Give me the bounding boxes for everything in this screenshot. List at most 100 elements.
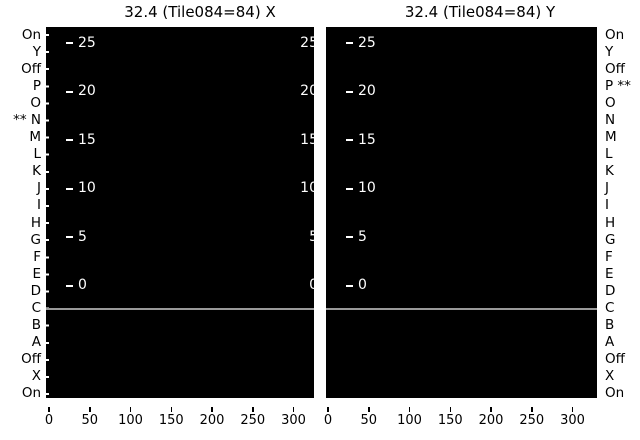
row-label: G [605,231,616,248]
row-label: ** N [13,111,41,128]
x-tick: 300 [277,407,311,433]
row-label: E [32,265,41,282]
row-label: On [605,385,625,402]
row-label: On [21,385,41,402]
x-tick-label: 100 [397,413,422,428]
x-tick-mark [490,407,492,412]
x-tick-label: 150 [158,413,184,428]
y-tick: 5 [346,229,376,246]
x-tick: 0 [311,407,345,433]
row-label: X [31,368,41,385]
y-tick-label: 5 [78,228,87,245]
y-tick: 25 [66,35,96,52]
x-tick-mark [327,407,329,412]
panel-title-y: 32.4 (Tile084=84) Y [404,3,556,21]
plot-panel-x: 25 20 15 10 5 [46,27,314,398]
row-label: G [30,231,41,248]
x-tick-mark [292,407,295,412]
row-label: Off [605,60,625,77]
x-tick-mark [449,407,451,412]
row-label: O [30,94,41,111]
y-tick: 5 [66,229,96,246]
y-axis-left-row-labels: On Y Off P O ** N M L K J I H G F E D C B A Off X On [0,27,41,403]
row-label: H [605,214,616,231]
y-tick-label: 10 [358,180,376,197]
row-label: F [605,248,613,265]
y-tick: 15 [346,132,376,149]
row-label: N [605,111,616,128]
row-label: I [605,197,609,214]
row-label: A [31,334,41,351]
x-tick-mark [368,407,370,412]
tick-mark [66,42,73,44]
y-tick-labels-clipped: 25 20 15 10 5 0 [300,35,314,295]
y-tick: 25 [346,35,376,52]
tick-mark [346,284,353,287]
x-tick-mark [571,407,574,412]
y-tick-label-clipped: 15 [300,131,314,148]
row-label: D [30,282,41,299]
x-tick-mark [531,407,533,412]
y-tick-label: 5 [358,228,367,245]
x-tick: 250 [515,407,549,433]
y-tick-label: 15 [358,131,376,148]
y-tick-label: 10 [78,180,96,197]
tick-mark [66,284,73,287]
row-label: X [605,368,615,385]
x-tick-mark [252,407,254,412]
y-tick-label: 20 [358,83,376,100]
row-label: Off [21,351,41,368]
tick-mark [66,236,73,239]
y-tick-label: 20 [78,83,96,100]
y-tick-label-clipped: 10 [300,180,314,197]
y-tick-label-clipped: 25 [300,34,314,51]
x-tick-mark [129,407,132,412]
x-tick-mark [170,407,172,412]
tick-mark [346,90,353,93]
x-axis-panel-x: 0 50 100 150 200 250 [32,407,311,433]
x-tick: 300 [556,407,590,433]
row-label: Y [32,43,41,60]
y-tick-label-clipped: 5 [309,228,314,245]
x-tick-mark [408,407,411,412]
row-label: K [605,163,614,180]
x-tick-label: 250 [240,413,266,428]
y-tick: 20 [346,83,376,100]
y-tick-label: 15 [78,131,96,148]
row-label: O [605,94,616,111]
x-tick-mark [211,407,213,412]
x-tick-label: 0 [323,413,333,428]
x-tick: 200 [195,407,229,433]
y-tick-labels-inner: 25 20 15 10 5 [66,35,96,295]
row-label: H [30,214,41,231]
y-tick: 0 [66,277,96,294]
tick-mark [346,236,353,239]
row-label: C [31,300,41,316]
row-label: M [605,129,617,146]
y-tick: 15 [66,132,96,149]
x-tick-label: 150 [437,413,463,428]
y-axis-right-row-labels: On Y Off P ** O N M L K J I H G F E D C B A Off X On [605,27,640,403]
x-tick-mark [48,407,50,412]
x-tick: 50 [73,407,107,433]
x-tick: 100 [393,407,427,433]
separator-line [46,308,314,310]
x-tick-label: 250 [519,413,545,428]
y-tick-label: 0 [78,277,87,294]
row-label: Off [21,60,41,77]
y-tick-label-clipped: 20 [300,83,314,100]
row-label: B [605,317,615,334]
tick-mark [66,139,73,142]
y-tick: 10 [66,180,96,197]
x-tick-label: 0 [44,413,54,428]
x-tick: 150 [433,407,467,433]
tick-mark [66,90,73,93]
x-tick-label: 200 [478,413,504,428]
y-tick-label-clipped: 0 [309,277,314,294]
row-label: J [37,180,41,197]
row-label: Y [605,43,614,60]
x-tick-label: 300 [281,413,306,428]
x-tick-mark [89,407,91,412]
x-tick: 250 [236,407,270,433]
